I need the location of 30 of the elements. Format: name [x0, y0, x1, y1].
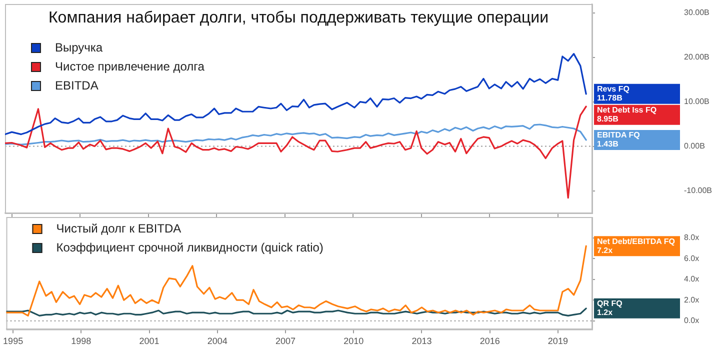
x-tick-label: 2016: [480, 336, 500, 346]
legend-label: Коэффициент срочной ликвидности (quick ratio): [56, 240, 324, 254]
y-tick-label: 0.00B: [684, 142, 705, 150]
data-label: Net Debt/EBITDA FQ 7.2x: [597, 236, 675, 255]
legend-label: Чистый долг к EBITDA: [56, 221, 182, 236]
y-tick-label: -10.00B: [684, 186, 712, 195]
legend-label: Чистое привлечение долга: [55, 59, 205, 74]
y-tick-label: 4.0x: [684, 274, 700, 284]
y-tick-label: 30.00B: [684, 8, 710, 18]
y-tick-label: 10.00B: [684, 97, 710, 106]
x-tick-label: 2007: [275, 336, 296, 346]
chart-title: Компания набирает долги, чтобы поддерживать текущие операции: [48, 9, 549, 26]
x-tick-label: 2001: [139, 336, 160, 346]
y-tick-label: 8.0x: [684, 232, 700, 242]
y-tick-label: 0.0x: [684, 316, 700, 326]
data-label: QR FQ 1.2x: [597, 299, 622, 318]
y-tick-label: 6.0x: [684, 254, 700, 263]
y-tick-label: 20.00B: [684, 52, 710, 62]
data-label: EBITDA FQ 1.43B: [597, 130, 640, 149]
x-tick-label: 2004: [207, 336, 228, 346]
x-tick-label: 2019: [548, 336, 568, 346]
x-tick-label: 2010: [344, 336, 364, 346]
data-label: Revs FQ 11.78B: [597, 84, 630, 103]
data-label: Net Debt Iss FQ 8.95B: [597, 106, 657, 124]
x-tick-label: 1998: [71, 336, 92, 346]
x-tick-label: 2013: [412, 336, 432, 346]
legend-label: EBITDA: [55, 78, 98, 92]
legend-label: Выручка: [55, 40, 103, 54]
x-tick-label: 1995: [3, 336, 24, 346]
y-tick-label: 2.0x: [684, 295, 700, 304]
